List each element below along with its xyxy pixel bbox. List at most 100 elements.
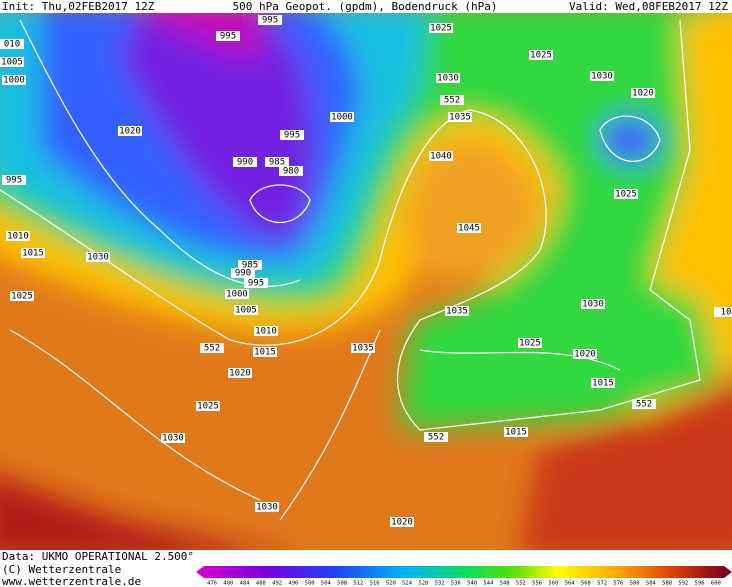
- isobar-text: 1000: [226, 290, 248, 300]
- isobar-label: 985: [238, 260, 262, 271]
- isobar-label: 1010: [6, 231, 30, 242]
- isobar-text: 552: [204, 344, 220, 354]
- isobar-text: 1035: [352, 344, 374, 354]
- label-bg: [457, 223, 481, 233]
- colorbar-label: 512: [353, 581, 363, 587]
- isobar-label: 552: [632, 399, 656, 410]
- isobar-text: 1010: [7, 232, 29, 242]
- isobar-label: 995: [216, 31, 240, 42]
- isobar-text: 1045: [458, 224, 480, 234]
- isobar-label: 1005: [0, 57, 24, 68]
- isobar-text: 10: [721, 308, 732, 318]
- colorbar-label: 520: [386, 581, 396, 587]
- isobar-text: 1040: [430, 152, 452, 162]
- isobar-label: 1020: [118, 126, 142, 137]
- colorbar-label: 504: [321, 581, 332, 587]
- isobar-text: 990: [237, 158, 253, 168]
- isobar-label: 010: [0, 39, 24, 50]
- label-bg: [445, 306, 469, 316]
- isobar-label: 1035: [351, 343, 375, 354]
- colorbar-label: 536: [451, 581, 461, 587]
- colorbar-label: 576: [613, 581, 623, 587]
- colorbar-label: 484: [240, 581, 251, 587]
- label-bg: [86, 252, 110, 262]
- isobar-text: 995: [220, 32, 236, 42]
- isobar-text: 995: [262, 16, 278, 26]
- isobar-text: 990: [235, 269, 251, 279]
- isobar-text: 1025: [519, 339, 541, 349]
- colorbar-label: 508: [337, 581, 347, 587]
- isobar-text: 1015: [254, 348, 276, 358]
- data-source: Data: UKMO OPERATIONAL 2.500°: [2, 550, 194, 563]
- isobar-text: 985: [242, 261, 258, 271]
- label-bg: [225, 289, 249, 299]
- isobar-text: 1000: [3, 76, 25, 86]
- isobar-label: 1020: [390, 517, 414, 528]
- isobar-text: 1030: [162, 434, 184, 444]
- label-bg: [581, 299, 605, 309]
- label-bg: [429, 151, 453, 161]
- isobar-text: 1035: [446, 307, 468, 317]
- colorbar-label: 564: [565, 581, 576, 587]
- label-bg: [436, 73, 460, 83]
- label-bg: [234, 305, 258, 315]
- colorbar-label: 488: [256, 581, 266, 587]
- isobar-text: 1030: [591, 72, 613, 82]
- isobar-label: 1015: [253, 347, 277, 358]
- isobar-label: 1000: [330, 112, 354, 123]
- isobar-text: 1010: [255, 327, 277, 337]
- colorbar-label: 580: [630, 581, 640, 587]
- label-bg: [351, 343, 375, 353]
- isobar-label: 1040: [429, 151, 453, 162]
- colorbar-fill: [204, 566, 724, 578]
- isobar-text: 995: [248, 279, 264, 289]
- label-bg: [2, 175, 26, 185]
- label-bg: [440, 95, 464, 105]
- isobar-label: 552: [200, 343, 224, 354]
- map-field: [0, 13, 732, 550]
- isobar-text: 1030: [256, 503, 278, 513]
- colorbar-arrow-left: [196, 566, 204, 578]
- isobar-text: 1025: [530, 51, 552, 61]
- colorbar-label: 592: [678, 581, 688, 587]
- isobar-label: 1005: [234, 305, 258, 316]
- isobar-label: 995: [2, 175, 26, 186]
- map-title: 500 hPa Geopot. (gpdm), Bodendruck (hPa): [233, 0, 498, 13]
- isobar-text: 1015: [505, 428, 527, 438]
- isobar-label: 1020: [228, 368, 252, 379]
- isobar-label: 980: [279, 166, 303, 177]
- colorbar-label: 596: [695, 581, 705, 587]
- label-bg: [0, 57, 24, 67]
- isobar-text: 1030: [437, 74, 459, 84]
- isobar-text: 1015: [592, 379, 614, 389]
- isobar-text: 1020: [632, 89, 654, 99]
- label-bg: [10, 291, 34, 301]
- label-bg: [254, 326, 278, 336]
- isobar-label: 1015: [21, 248, 45, 259]
- isobar-label: 1025: [196, 401, 220, 412]
- isobar-label: 1025: [518, 338, 542, 349]
- colorbar-label: 584: [646, 581, 657, 587]
- isobar-text: 1020: [119, 127, 141, 137]
- isobar-text: 1020: [574, 350, 596, 360]
- label-bg: [233, 157, 257, 167]
- colorbar-label: 568: [581, 581, 591, 587]
- isobar-label: 1020: [631, 88, 655, 99]
- isobar-text: 1025: [430, 24, 452, 34]
- colorbar-label: 492: [272, 581, 282, 587]
- isobar-text: 1025: [615, 190, 637, 200]
- valid-time: Valid: Wed,08FEB2017 12Z: [569, 0, 728, 13]
- label-bg: [238, 260, 262, 270]
- label-bg: [632, 399, 656, 409]
- label-bg: [265, 157, 289, 167]
- label-bg: [216, 31, 240, 41]
- label-bg: [424, 432, 448, 442]
- isobar-label: 1010: [254, 326, 278, 337]
- isobar-text: 1000: [331, 113, 353, 123]
- label-bg: [280, 130, 304, 140]
- label-bg: [614, 189, 638, 199]
- isobar-text: 1020: [229, 369, 251, 379]
- isobar-label: 995: [258, 15, 282, 26]
- label-bg: [279, 166, 303, 176]
- label-bg: [573, 349, 597, 359]
